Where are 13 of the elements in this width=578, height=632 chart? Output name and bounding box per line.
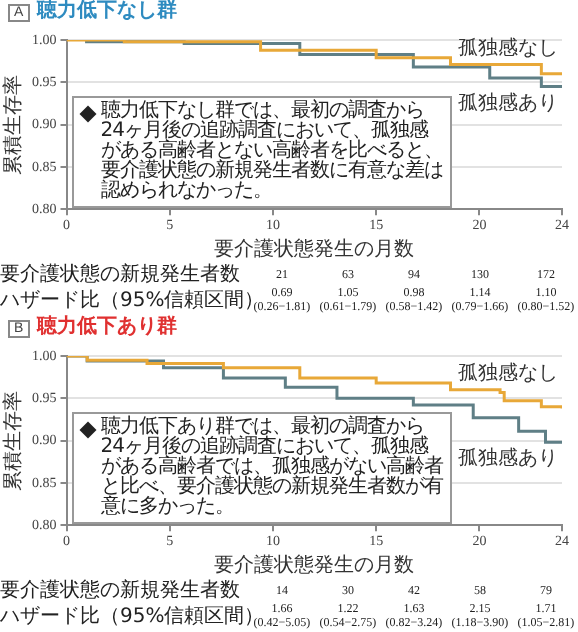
x-axis-title: 要介護状態発生の月数	[214, 553, 415, 578]
annotation: 聴力低下なし群では、最初の調査から24ヶ月後の追跡調査において、孤独感がある高齢者とない高齢者を比べると、要介護状態の新規発生者数に有意な差は認められなかった。	[100, 99, 445, 202]
text: 要介護状態の新規発生者数	[0, 580, 242, 604]
annotation: 聴力低下あり群では、最初の調査から24ヶ月後の追跡調査において、孤独感がある高齢者では、孤独感がない高齢者と比べ、要介護状態の新規発生者数が有意に多かった。	[100, 415, 445, 518]
x-axis-title: 要介護状態発生の月数	[214, 237, 415, 262]
series-label: 孤独感なし	[458, 35, 558, 60]
chart-title: 聴力低下あり群	[37, 316, 178, 340]
series-label: 孤独感あり	[458, 446, 558, 471]
series-label: 孤独感なし	[458, 361, 558, 386]
y-axis-title: 累積生存率	[1, 74, 26, 175]
series-label: 孤独感あり	[458, 90, 558, 115]
y-axis-title: 累積生存率	[1, 390, 26, 491]
text: 要介護状態の新規発生者数	[0, 264, 242, 288]
